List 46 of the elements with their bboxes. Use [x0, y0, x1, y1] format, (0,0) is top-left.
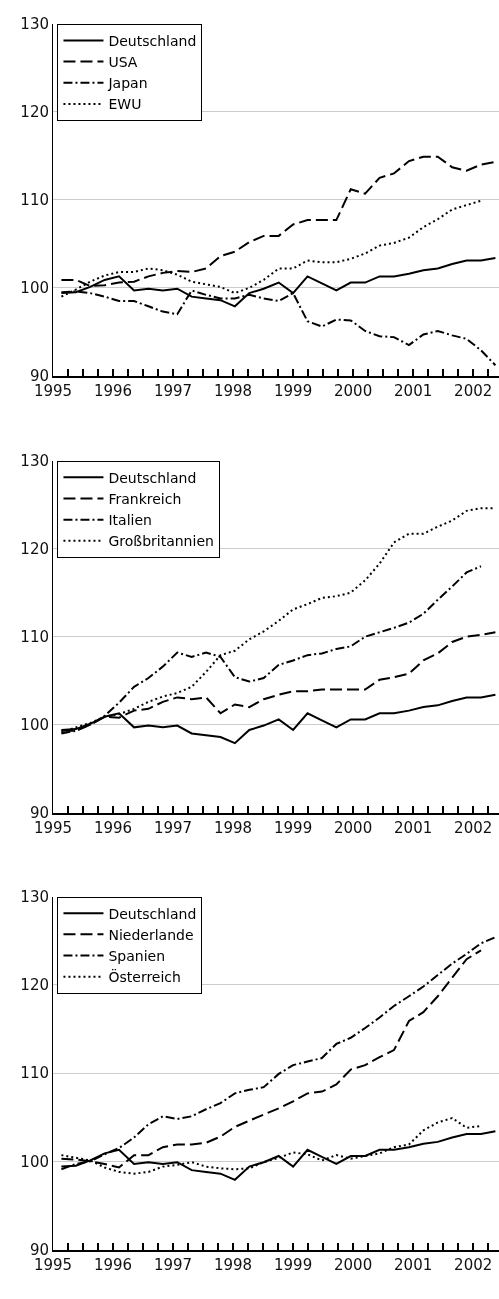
x-tick-label: 1998: [213, 818, 253, 837]
y-tick-label: 130: [20, 887, 49, 906]
x-tick-label: 2002: [454, 381, 493, 400]
x-tick-label: 1996: [93, 381, 133, 400]
y-tick-label: 120: [20, 103, 49, 122]
legend-label: Deutschland: [108, 469, 197, 486]
legend-label: Österreich: [108, 968, 181, 986]
legend-label: Deutschland: [108, 905, 197, 922]
y-tick-label: 110: [20, 1064, 49, 1083]
x-tick-label: 1998: [213, 381, 253, 400]
legend-label: EWU: [108, 96, 142, 113]
legend-label: Spanien: [108, 947, 166, 964]
x-tick-label: 1996: [93, 1255, 133, 1274]
x-tick-label: 2002: [454, 1255, 493, 1274]
legend-label: Deutschland: [108, 32, 197, 49]
x-tick-label: 2001: [394, 818, 433, 837]
x-tick-label: 1999: [274, 381, 313, 400]
x-tick-label: 2000: [334, 818, 373, 837]
y-tick-label: 110: [20, 627, 49, 646]
y-tick-label: 100: [20, 279, 49, 298]
x-tick-label: 1996: [93, 818, 133, 837]
x-tick-label: 1997: [153, 1255, 193, 1274]
y-tick-label: 100: [20, 715, 49, 734]
y-tick-label: 100: [20, 1152, 49, 1171]
legend-label: USA: [108, 54, 138, 71]
legend-label: Japan: [107, 75, 148, 92]
y-tick-label: 120: [20, 976, 49, 995]
x-tick-label: 2000: [334, 381, 373, 400]
x-tick-label: 1998: [213, 1255, 253, 1274]
legend-label: Italien: [108, 512, 152, 529]
y-tick-label: 130: [20, 15, 49, 34]
x-tick-label: 2002: [454, 818, 493, 837]
x-tick-label: 2001: [394, 1255, 433, 1274]
x-tick-label: 2000: [334, 1255, 373, 1274]
x-tick-label: 1997: [153, 381, 193, 400]
y-tick-label: 130: [20, 451, 49, 470]
legend-label: Frankreich: [108, 490, 182, 507]
x-tick-label: 1999: [274, 818, 313, 837]
x-tick-label: 1997: [153, 818, 193, 837]
x-tick-label: 2001: [394, 381, 433, 400]
x-tick-label: 1995: [33, 381, 73, 400]
x-tick-label: 1999: [274, 1255, 313, 1274]
legend-label: Großbritannien: [108, 533, 214, 550]
y-tick-label: 120: [20, 539, 49, 558]
y-tick-label: 110: [20, 191, 49, 210]
legend-label: Niederlande: [108, 926, 194, 943]
